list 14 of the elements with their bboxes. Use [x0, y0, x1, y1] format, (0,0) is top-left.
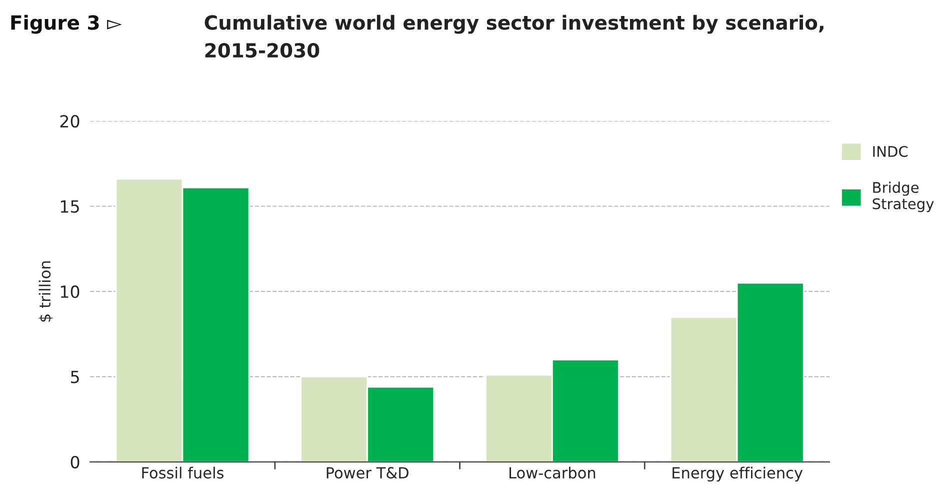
caption: Figure 3 ▻: [11, 14, 122, 34]
y-axis-title: $ trillion: [38, 261, 53, 322]
x-tick-label: Power T&D: [326, 467, 408, 479]
y-tick-label: 5: [71, 370, 79, 384]
x-tick-label: Low-carbon: [510, 466, 596, 479]
y-tick-label: 0: [70, 456, 80, 468]
x-tick-label: Fossil fuels: [142, 466, 224, 479]
y-tick-label: 10: [60, 285, 80, 298]
y-tick-label: 15: [60, 200, 79, 213]
legend-label: INDC: [873, 146, 908, 157]
chart-title: Cumulative world energy sector investment by scenario, 2015-2030: [204, 14, 824, 58]
y-tick-label: 20: [60, 114, 80, 128]
x-tick-label: Energy efficiency: [672, 466, 803, 482]
legend-label: Bridge Strategy: [872, 182, 934, 212]
